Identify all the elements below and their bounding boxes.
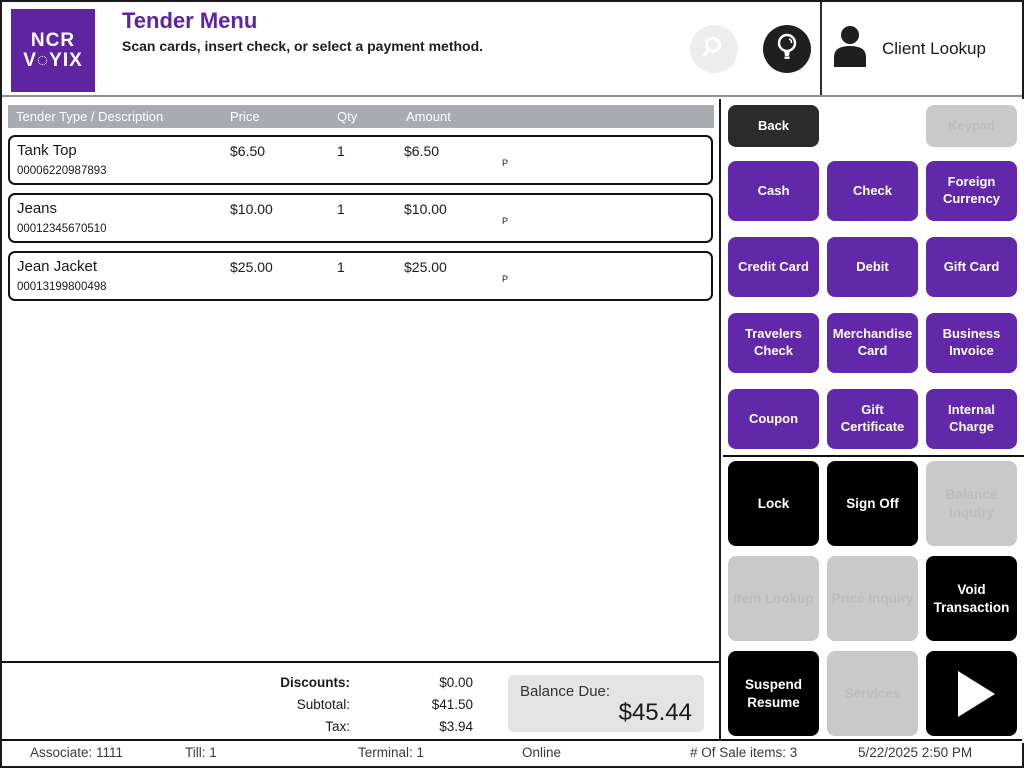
item-lookup-button[interactable]: Item Lookup	[728, 556, 819, 641]
price-inquiry-button[interactable]: Price Inquiry	[827, 556, 918, 641]
search-button[interactable]	[690, 25, 738, 73]
button-panel: Back Keypad Cash Check Foreign Currency …	[723, 99, 1024, 743]
col-description: Tender Type / Description	[16, 109, 164, 124]
item-price: $10.00	[230, 201, 273, 217]
lightbulb-icon	[774, 32, 800, 67]
lock-button[interactable]: Lock	[728, 461, 819, 546]
balance-due-box: Balance Due: $45.44	[508, 675, 704, 732]
item-price: $6.50	[230, 143, 266, 159]
col-price: Price	[230, 109, 260, 124]
discounts-line: Discounts: $0.00	[232, 672, 473, 694]
status-datetime: 5/22/2025 2:50 PM	[858, 745, 973, 760]
tender-gift-certificate-button[interactable]: Gift Certificate	[827, 389, 918, 449]
client-lookup-button[interactable]: Client Lookup	[820, 2, 1022, 95]
table-row[interactable]: Jeans 00012345670510 $10.00 1 $10.00 P	[8, 193, 713, 243]
tender-business-invoice-button[interactable]: Business Invoice	[926, 313, 1017, 373]
tender-buttons-group: Back Keypad Cash Check Foreign Currency …	[723, 99, 1024, 457]
tender-merchandise-card-button[interactable]: Merchandise Card	[827, 313, 918, 373]
person-icon	[831, 25, 869, 72]
item-tax-flag: P	[502, 274, 509, 284]
item-amount: $10.00	[404, 201, 447, 217]
logo-line2: V◌YIX	[23, 49, 83, 71]
logo-line1: NCR	[30, 29, 76, 51]
title-block: Tender Menu Scan cards, insert check, or…	[122, 8, 483, 54]
item-amount: $6.50	[404, 143, 440, 159]
tender-internal-charge-button[interactable]: Internal Charge	[926, 389, 1017, 449]
subtotal-label: Subtotal:	[296, 697, 350, 712]
tender-gift-card-button[interactable]: Gift Card	[926, 237, 1017, 297]
tax-label: Tax:	[325, 719, 350, 734]
play-icon	[958, 670, 995, 717]
client-lookup-label: Client Lookup	[882, 38, 986, 58]
col-amount: Amount	[406, 109, 451, 124]
search-icon	[701, 34, 727, 65]
function-buttons-group: Lock Sign Off Balance Inquiry Item Looku…	[723, 457, 1024, 736]
balance-due-label: Balance Due:	[520, 683, 611, 700]
item-sku: 00013199800498	[17, 281, 107, 293]
discounts-value: $0.00	[439, 675, 473, 690]
item-qty: 1	[337, 259, 345, 275]
table-header: Tender Type / Description Price Qty Amou…	[8, 105, 714, 128]
page-subtitle: Scan cards, insert check, or select a pa…	[122, 38, 484, 54]
item-price: $25.00	[230, 259, 273, 275]
item-amount: $25.00	[404, 259, 447, 275]
tender-coupon-button[interactable]: Coupon	[728, 389, 819, 449]
status-bar: Associate: 1111 Till: 1 Terminal: 1 Onli…	[2, 739, 1022, 766]
tax-value: $3.94	[439, 719, 473, 734]
subtotal-value: $41.50	[431, 697, 473, 712]
void-transaction-button[interactable]: Void Transaction	[926, 556, 1017, 641]
subtotal-line: Subtotal: $41.50	[232, 694, 473, 716]
item-sku: 00006220987893	[17, 165, 107, 177]
tender-cash-button[interactable]: Cash	[728, 161, 819, 221]
status-terminal: Terminal: 1	[358, 745, 425, 760]
tax-line: Tax: $3.94	[232, 716, 473, 738]
item-qty: 1	[337, 143, 345, 159]
status-sale-items: # Of Sale items: 3	[690, 745, 798, 760]
balance-due-value: $45.44	[618, 699, 692, 726]
training-mode-button[interactable]	[763, 25, 811, 73]
item-tax-flag: P	[502, 158, 509, 168]
status-connection: Online	[522, 745, 562, 760]
tender-check-button[interactable]: Check	[827, 161, 918, 221]
item-tax-flag: P	[502, 216, 509, 226]
transaction-panel: Tender Type / Description Price Qty Amou…	[2, 99, 721, 743]
tender-debit-button[interactable]: Debit	[827, 237, 918, 297]
page-title: Tender Menu	[122, 8, 258, 33]
ncr-voyix-logo: NCR V◌YIX	[11, 9, 95, 92]
status-till: Till: 1	[185, 745, 217, 760]
back-button[interactable]: Back	[728, 105, 819, 147]
item-sku: 00012345670510	[17, 223, 107, 235]
totals-section: Discounts: $0.00 Subtotal: $41.50 Tax: $…	[2, 661, 719, 743]
sign-off-button[interactable]: Sign Off	[827, 461, 918, 546]
item-qty: 1	[337, 201, 345, 217]
balance-inquiry-button[interactable]: Balance Inquiry	[926, 461, 1017, 546]
tender-foreign-currency-button[interactable]: Foreign Currency	[926, 161, 1017, 221]
totals-lines: Discounts: $0.00 Subtotal: $41.50 Tax: $…	[232, 672, 473, 738]
col-qty: Qty	[337, 109, 358, 124]
keypad-button[interactable]: Keypad	[926, 105, 1017, 147]
table-row[interactable]: Tank Top 00006220987893 $6.50 1 $6.50 P	[8, 135, 713, 185]
services-button[interactable]: Services	[827, 651, 918, 736]
tender-credit-card-button[interactable]: Credit Card	[728, 237, 819, 297]
advance-button[interactable]	[926, 651, 1017, 736]
status-associate: Associate: 1111	[30, 745, 124, 760]
suspend-resume-button[interactable]: Suspend Resume	[728, 651, 819, 736]
item-name: Jean Jacket	[17, 258, 98, 275]
header: NCR V◌YIX Tender Menu Scan cards, insert…	[2, 2, 1022, 97]
discounts-label: Discounts:	[280, 675, 350, 690]
item-name: Tank Top	[17, 142, 77, 159]
item-name: Jeans	[17, 200, 58, 217]
table-row[interactable]: Jean Jacket 00013199800498 $25.00 1 $25.…	[8, 251, 713, 301]
tender-travelers-check-button[interactable]: Travelers Check	[728, 313, 819, 373]
